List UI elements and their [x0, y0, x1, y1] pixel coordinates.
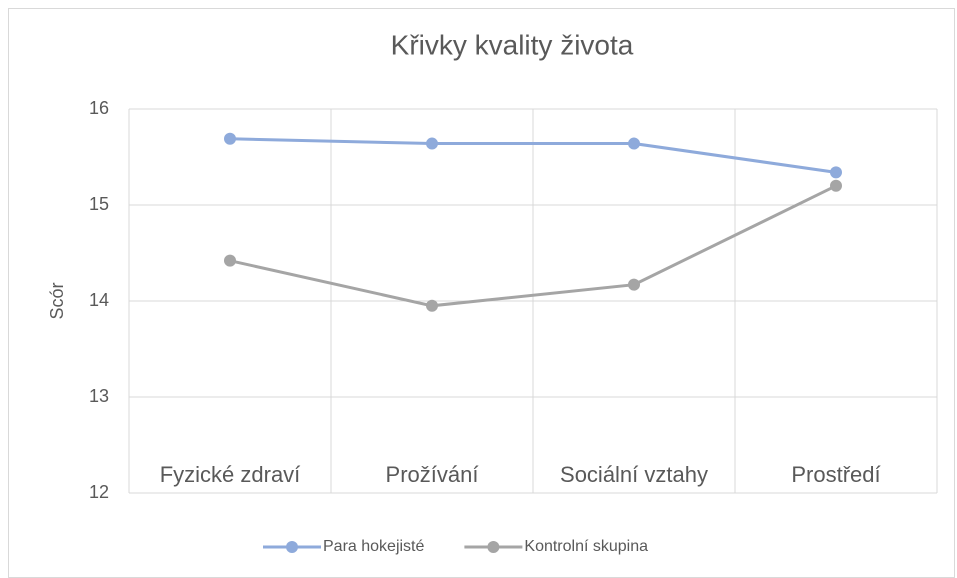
x-tick-label: Sociální vztahy — [560, 462, 708, 487]
chart-title: Křivky kvality života — [391, 29, 634, 60]
y-tick-label: 12 — [89, 482, 109, 502]
data-point — [224, 132, 236, 145]
data-point — [426, 299, 438, 312]
legend-label: Kontrolní skupina — [524, 538, 648, 555]
y-tick-label: 14 — [89, 290, 109, 310]
legend-label: Para hokejisté — [323, 538, 424, 555]
data-point — [224, 254, 236, 267]
x-tick-label: Prožívání — [386, 462, 479, 487]
x-tick-label: Prostředí — [791, 462, 880, 487]
x-tick-label: Fyzické zdraví — [160, 462, 301, 487]
chart-frame — [8, 8, 955, 578]
series-line — [229, 184, 837, 308]
legend-marker — [286, 541, 298, 553]
data-point — [426, 137, 438, 150]
y-tick-label: 16 — [89, 98, 109, 118]
y-axis-label: Scór — [47, 282, 67, 319]
data-point — [628, 137, 640, 150]
data-point — [830, 166, 842, 179]
series-line — [229, 137, 837, 174]
y-tick-label: 15 — [89, 194, 109, 214]
data-point — [628, 278, 640, 291]
legend-marker — [487, 541, 500, 553]
data-point — [830, 179, 842, 192]
y-tick-label: 13 — [89, 386, 109, 406]
